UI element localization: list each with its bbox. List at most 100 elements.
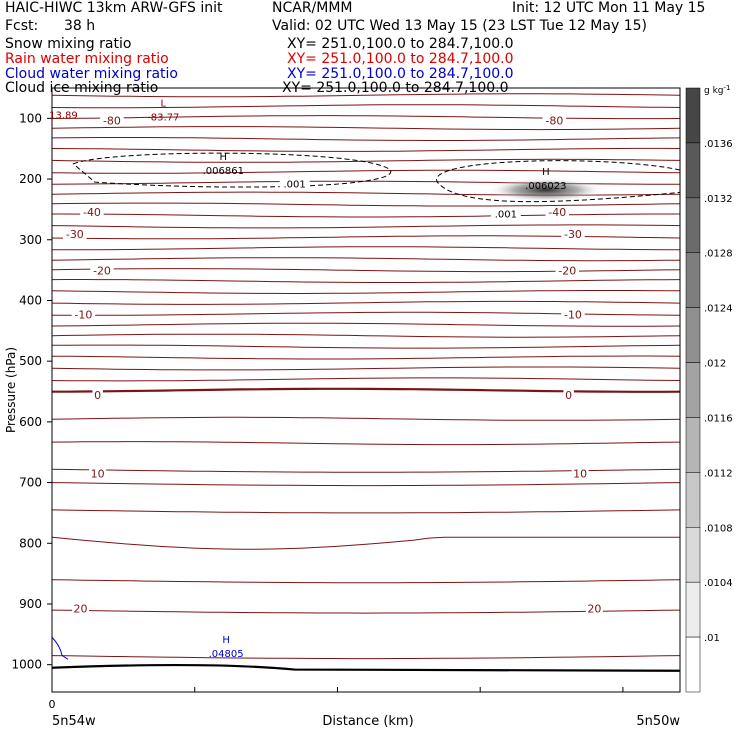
label-backdrop — [542, 114, 567, 126]
isotherm-label: -80 — [545, 114, 563, 127]
isotherm-line — [52, 355, 680, 360]
label-backdrop — [545, 206, 570, 218]
isotherm-line — [52, 655, 680, 660]
isotherm-line — [52, 509, 680, 514]
isotherm-line — [52, 333, 680, 338]
colorbar-swatch — [685, 417, 701, 473]
cloud-ice-max-shading — [487, 177, 604, 202]
colorbar-swatch — [685, 142, 701, 199]
x-zero-label: 0 — [49, 698, 56, 711]
label-backdrop — [563, 388, 574, 400]
isotherm-line — [52, 126, 680, 131]
extremum-marker: H — [542, 167, 550, 178]
field-xy-cloudwater: XY= 251.0,100.0 to 284.7,100.0 — [287, 66, 514, 82]
isotherm-label: -80 — [103, 114, 121, 127]
fcst-value: 38 h — [64, 18, 96, 34]
label-backdrop — [585, 602, 603, 614]
isotherm-line — [52, 224, 680, 229]
isotherm-line — [52, 147, 680, 152]
isotherm-line — [52, 257, 680, 262]
y-tick-label: 400 — [19, 293, 42, 307]
extremum-marker: H — [222, 635, 230, 646]
colorbar-swatch — [685, 197, 701, 253]
isotherm-line — [52, 311, 680, 316]
colorbar-label: .0128 — [704, 249, 733, 260]
plot-frame — [51, 87, 681, 693]
label-backdrop — [71, 308, 96, 320]
center-name: NCAR/MMM — [272, 0, 353, 16]
colorbar-swatch — [685, 252, 701, 308]
label-backdrop — [63, 227, 87, 239]
ice-contour-right — [436, 160, 680, 203]
isotherm-line — [52, 279, 680, 283]
colorbar-swatch — [685, 307, 701, 363]
isotherm-line — [52, 169, 680, 174]
isotherm-line — [52, 158, 680, 163]
label-backdrop — [279, 177, 310, 189]
x-axis-label: Distance (km) — [322, 714, 413, 729]
colorbar-swatch — [685, 527, 701, 583]
isotherm-line — [52, 213, 680, 218]
label-backdrop — [100, 114, 124, 126]
ice-contour-label: .001 — [284, 180, 306, 191]
isotherm-line — [52, 366, 680, 371]
y-tick-label: 200 — [19, 172, 42, 186]
y-tick-label: 900 — [19, 597, 42, 611]
y-tick-label: 300 — [19, 233, 42, 247]
isotherm-label: 0 — [565, 389, 572, 402]
isotherm-label: 10 — [91, 468, 105, 481]
y-axis: 100 200 300 400 500 600 700 800 900 1000 — [11, 111, 52, 672]
ice-contour-label: .001 — [495, 209, 517, 220]
isotherm-label: -20 — [93, 264, 111, 277]
y-tick-label: 800 — [19, 536, 42, 550]
colorbar-label: .0112 — [704, 468, 733, 479]
colorbar-swatch — [685, 581, 701, 638]
extremum-value: .006023 — [525, 181, 566, 192]
field-xy-rain: XY= 251.0,100.0 to 284.7,100.0 — [287, 51, 514, 67]
isotherm-label: -20 — [558, 264, 576, 277]
y-tick-label: 600 — [19, 415, 42, 429]
isotherm-line — [52, 202, 680, 207]
field-name-cloudwater: Cloud water mixing ratio — [5, 66, 178, 82]
field-name-snow: Snow mixing ratio — [5, 36, 132, 52]
extremum-value: 13.89 — [49, 111, 78, 122]
y-axis-label: Pressure (hPa) — [4, 347, 18, 433]
label-backdrop — [90, 264, 114, 276]
label-backdrop — [561, 308, 585, 320]
label-backdrop — [92, 388, 103, 400]
colorbar-swatch — [685, 362, 701, 418]
extremum-value: -83.77 — [147, 112, 179, 123]
isotherm-label: 0 — [94, 389, 101, 402]
x-axis — [51, 687, 624, 692]
isotherm-line — [52, 441, 680, 446]
label-backdrop — [571, 467, 589, 479]
colorbar-label: .0116 — [704, 413, 733, 424]
isotherm-line — [52, 235, 680, 240]
isotherm-line — [52, 416, 680, 421]
label-backdrop — [490, 207, 521, 219]
colorbar: .0136 .0132 .0128 .0124 .012 .0116 .0112 .0108.… — [685, 87, 733, 693]
colorbar-swatch — [685, 87, 701, 144]
isotherm-line — [52, 344, 680, 349]
label-backdrop — [555, 264, 579, 276]
field-name-rain: Rain water mixing ratio — [5, 51, 169, 67]
isotherm-line — [52, 609, 680, 614]
valid-time: Valid: 02 UTC Wed 13 May 15 (23 LST Tue … — [272, 18, 647, 34]
isotherm-line — [52, 93, 680, 98]
fcst-label: Fcst: — [5, 18, 39, 34]
isotherm-line — [52, 104, 680, 109]
extremum-marker: H — [220, 152, 228, 163]
label-backdrop — [561, 227, 585, 239]
isotherm-line — [52, 377, 680, 382]
colorbar-label: .0104 — [704, 578, 733, 589]
extremum-marker: L — [161, 98, 167, 109]
isotherm-label: -40 — [548, 206, 566, 219]
isotherm-line — [52, 300, 680, 305]
y-tick-label: 100 — [19, 111, 42, 125]
isotherm-label: -30 — [564, 228, 582, 241]
x-right-label: 5n50w — [636, 714, 680, 729]
ice-contour-left — [72, 152, 392, 188]
y-tick-label: 500 — [19, 354, 42, 368]
colorbar-swatch — [685, 636, 701, 693]
